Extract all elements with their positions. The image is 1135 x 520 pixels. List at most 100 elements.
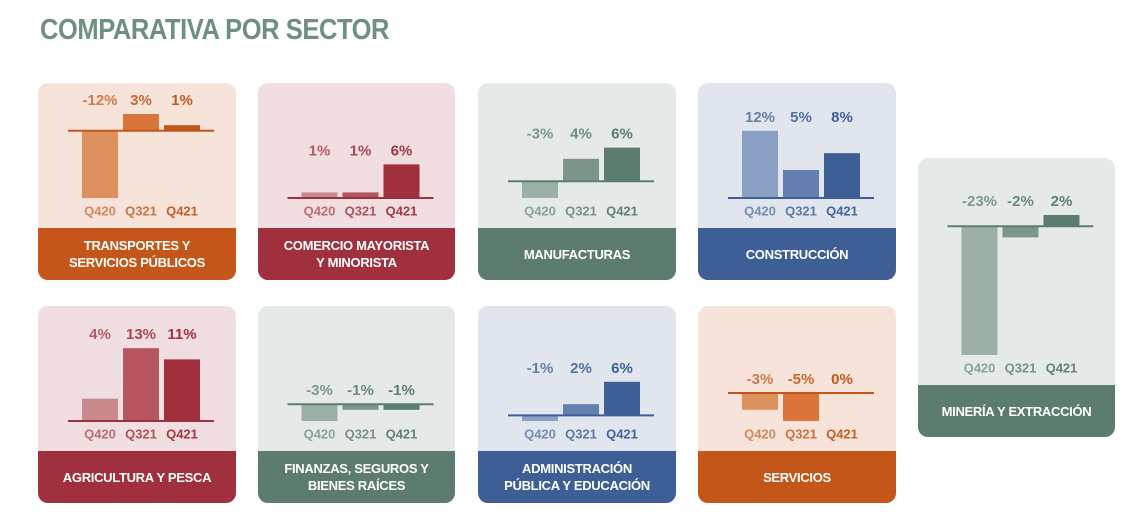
value-label: -3% (747, 371, 774, 388)
value-label: 11% (167, 326, 196, 343)
value-label: 8% (831, 109, 853, 126)
sector-chart: -12% Q420 3% Q321 1% Q421 (68, 92, 214, 218)
sector-panel: -3% Q420 -1% Q321 -1% Q421 FINANZAS, SEGUROS Y… (258, 306, 455, 503)
bar (783, 393, 819, 421)
bar (383, 164, 420, 198)
sector-title: FINANZAS, SEGUROS Y BIENES RAÍCES (258, 451, 455, 503)
bar (604, 147, 640, 182)
category-label: Q321 (345, 426, 377, 441)
bar (1043, 215, 1080, 227)
value-label: 0% (831, 371, 853, 388)
category-label: Q421 (386, 203, 418, 218)
value-label: 3% (130, 92, 152, 109)
bar (82, 398, 118, 421)
page-title: COMPARATIVA POR SECTOR (40, 14, 390, 46)
bar (742, 393, 778, 410)
category-label: Q420 (744, 203, 776, 218)
bar (522, 181, 558, 198)
value-label: 4% (89, 326, 111, 343)
sector-chart: 1% Q420 1% Q321 6% Q421 (287, 142, 434, 218)
sector-panel: -12% Q420 3% Q321 1% Q421 TRANSPORTES Y SERVIC… (38, 83, 236, 280)
value-label: 1% (350, 142, 372, 159)
sector-chart: -3% Q420 4% Q321 6% Q421 (508, 126, 654, 218)
category-label: Q421 (386, 426, 418, 441)
value-label: -5% (788, 371, 815, 388)
value-label: 2% (1051, 193, 1073, 210)
category-label: Q321 (1005, 360, 1037, 375)
value-label: 1% (171, 92, 193, 109)
bar (383, 404, 420, 410)
category-label: Q321 (785, 426, 817, 441)
sector-chart: 12% Q420 5% Q321 8% Q421 (728, 109, 874, 218)
sector-title: CONSTRUCCIÓN (698, 228, 896, 280)
category-label: Q420 (304, 426, 336, 441)
category-label: Q321 (125, 426, 157, 441)
category-label: Q321 (345, 203, 377, 218)
sector-panel: -23% Q420 -2% Q321 2% Q421 MINERÍA Y EXTRACCIÓ… (918, 158, 1115, 437)
value-label: -3% (306, 382, 333, 399)
bar (824, 153, 860, 198)
category-label: Q420 (524, 203, 556, 218)
value-label: 12% (745, 109, 775, 126)
value-label: -2% (1007, 193, 1034, 210)
bar (301, 404, 338, 421)
category-label: Q421 (166, 426, 198, 441)
bar (342, 192, 379, 198)
sector-chart: -3% Q420 -5% Q321 0% Q421 (728, 371, 874, 441)
bar (961, 226, 998, 355)
category-label: Q420 (84, 426, 116, 441)
category-label: Q420 (744, 426, 776, 441)
category-label: Q421 (166, 203, 198, 218)
bar (783, 170, 819, 198)
value-label: 4% (570, 126, 592, 143)
category-label: Q421 (1046, 360, 1078, 375)
sector-title: MANUFACTURAS (478, 228, 676, 280)
sector-title: AGRICULTURA Y PESCA (38, 451, 236, 503)
bar (164, 359, 200, 421)
sector-panel: 4% Q420 13% Q321 11% Q421 AGRICULTURA Y PESCA (38, 306, 236, 503)
value-label: -1% (347, 382, 374, 399)
bar (342, 404, 379, 410)
sector-chart: -1% Q420 2% Q321 6% Q421 (508, 360, 654, 441)
bar (522, 415, 558, 421)
category-label: Q420 (524, 426, 556, 441)
value-label: 6% (611, 360, 633, 377)
category-label: Q321 (565, 426, 597, 441)
sector-panel: 12% Q420 5% Q321 8% Q421 CONSTRUCCIÓN (698, 83, 896, 280)
bar (604, 381, 640, 416)
sector-chart: 4% Q420 13% Q321 11% Q421 (68, 326, 214, 441)
value-label: 13% (126, 326, 156, 343)
category-label: Q420 (84, 203, 116, 218)
sector-panel: -1% Q420 2% Q321 6% Q421 ADMINISTRACIÓN PÚBLIC… (478, 306, 676, 503)
sector-title: MINERÍA Y EXTRACCIÓN (918, 385, 1115, 437)
bar (301, 192, 338, 198)
category-label: Q421 (606, 426, 638, 441)
bar (563, 158, 599, 182)
category-label: Q321 (565, 203, 597, 218)
category-label: Q421 (826, 203, 858, 218)
value-label: 6% (391, 142, 413, 159)
bar (164, 125, 200, 131)
category-label: Q321 (125, 203, 157, 218)
sector-panel: -3% Q420 4% Q321 6% Q421 MANUFACTURAS (478, 83, 676, 280)
sector-chart: -3% Q420 -1% Q321 -1% Q421 (287, 382, 434, 441)
value-label: 6% (611, 126, 633, 143)
value-label: 1% (309, 142, 331, 159)
value-label: -1% (388, 382, 415, 399)
value-label: -23% (962, 193, 997, 210)
bar (82, 130, 118, 198)
category-label: Q421 (606, 203, 638, 218)
sector-title: SERVICIOS (698, 451, 896, 503)
bar (123, 348, 159, 421)
value-label: 5% (790, 109, 812, 126)
bar (123, 114, 159, 131)
sector-title: ADMINISTRACIÓN PÚBLICA Y EDUCACIÓN (478, 451, 676, 503)
value-label: -3% (527, 126, 554, 143)
sector-title: COMERCIO MAYORISTA Y MINORISTA (258, 228, 455, 280)
bar (563, 404, 599, 416)
value-label: -12% (82, 92, 117, 109)
category-label: Q421 (826, 426, 858, 441)
category-label: Q420 (964, 360, 996, 375)
value-label: -1% (527, 360, 554, 377)
